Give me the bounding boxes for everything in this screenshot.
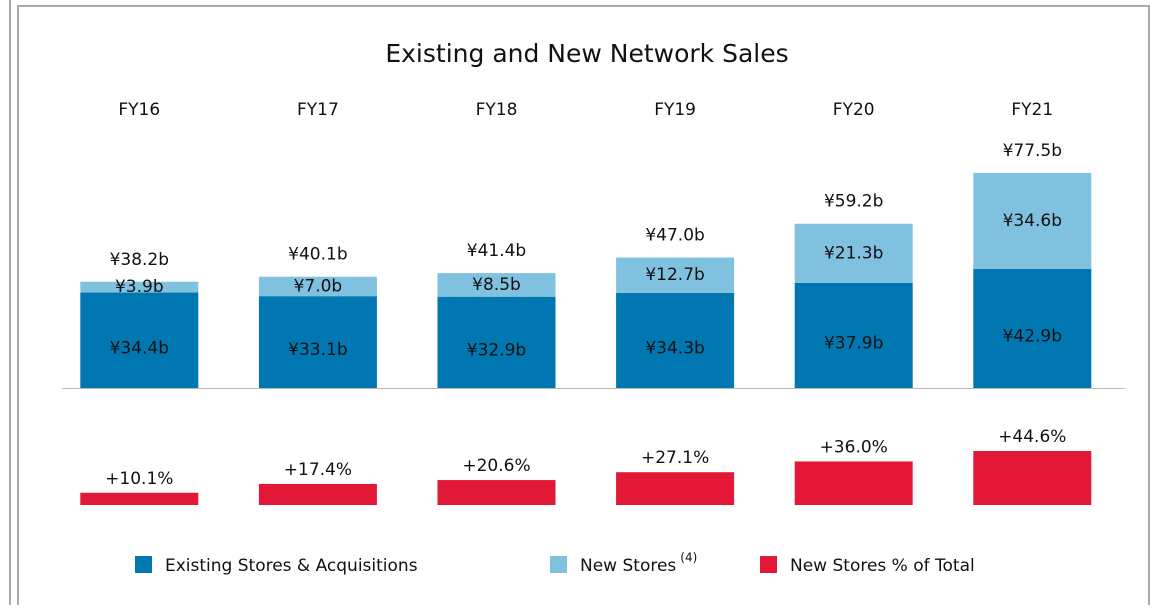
category-label: FY16 — [118, 100, 160, 120]
value-label: +20.6% — [462, 456, 530, 476]
total-label: ¥59.2b — [824, 192, 883, 212]
bar-segment — [794, 223, 913, 283]
frame — [17, 5, 1150, 609]
bar-segment — [258, 276, 377, 297]
legend-label: Existing Stores & Acquisitions — [165, 556, 418, 576]
total-label: ¥38.2b — [110, 250, 169, 270]
bar-segment — [80, 281, 199, 293]
legend-swatch — [760, 556, 777, 573]
legend-label: New Stores % of Total — [790, 556, 975, 576]
value-label: ¥8.5b — [472, 275, 521, 295]
value-label: +10.1% — [105, 469, 173, 489]
bar-segment — [616, 257, 735, 293]
value-label: ¥34.6b — [1003, 211, 1062, 231]
value-label: +44.6% — [998, 427, 1066, 447]
bar-segment — [794, 282, 913, 388]
category-label: FY19 — [654, 100, 696, 120]
total-label: ¥41.4b — [467, 241, 526, 261]
bar-segment — [80, 292, 199, 388]
bar-segment — [973, 172, 1092, 269]
bar-segment — [616, 292, 735, 388]
bar-segment — [437, 273, 556, 297]
chart-title: Existing and New Network Sales — [385, 39, 788, 68]
bar-segment — [973, 268, 1092, 388]
legend-swatch — [135, 556, 152, 573]
bar — [80, 492, 199, 505]
total-label: ¥47.0b — [645, 226, 704, 246]
category-label: FY17 — [297, 100, 339, 120]
category-label: FY20 — [833, 100, 875, 120]
value-label: ¥3.9b — [115, 277, 164, 297]
category-label: FY18 — [476, 100, 518, 120]
bar — [794, 461, 913, 505]
bar — [616, 472, 735, 505]
value-label: ¥42.9b — [1003, 326, 1062, 346]
bar-segment — [258, 296, 377, 388]
bar — [973, 451, 1092, 505]
total-label: ¥40.1b — [288, 245, 347, 265]
legend-swatch — [550, 556, 567, 573]
value-label: +17.4% — [284, 460, 352, 480]
legend-footnote: (4) — [680, 551, 697, 565]
value-label: +27.1% — [641, 448, 709, 468]
value-label: ¥32.9b — [467, 340, 526, 360]
value-label: +36.0% — [820, 437, 888, 457]
value-label: ¥12.7b — [645, 265, 704, 285]
value-label: ¥21.3b — [824, 243, 883, 263]
bar-segment — [437, 296, 556, 388]
value-label: ¥7.0b — [294, 276, 343, 296]
bar — [258, 483, 377, 505]
total-label: ¥77.5b — [1003, 141, 1062, 161]
value-label: ¥37.9b — [824, 333, 883, 353]
value-label: ¥33.1b — [288, 340, 347, 360]
bar — [437, 480, 556, 505]
legend-label: New Stores — [580, 556, 676, 576]
value-label: ¥34.3b — [645, 338, 704, 358]
category-label: FY21 — [1011, 100, 1053, 120]
value-label: ¥34.4b — [110, 338, 169, 358]
